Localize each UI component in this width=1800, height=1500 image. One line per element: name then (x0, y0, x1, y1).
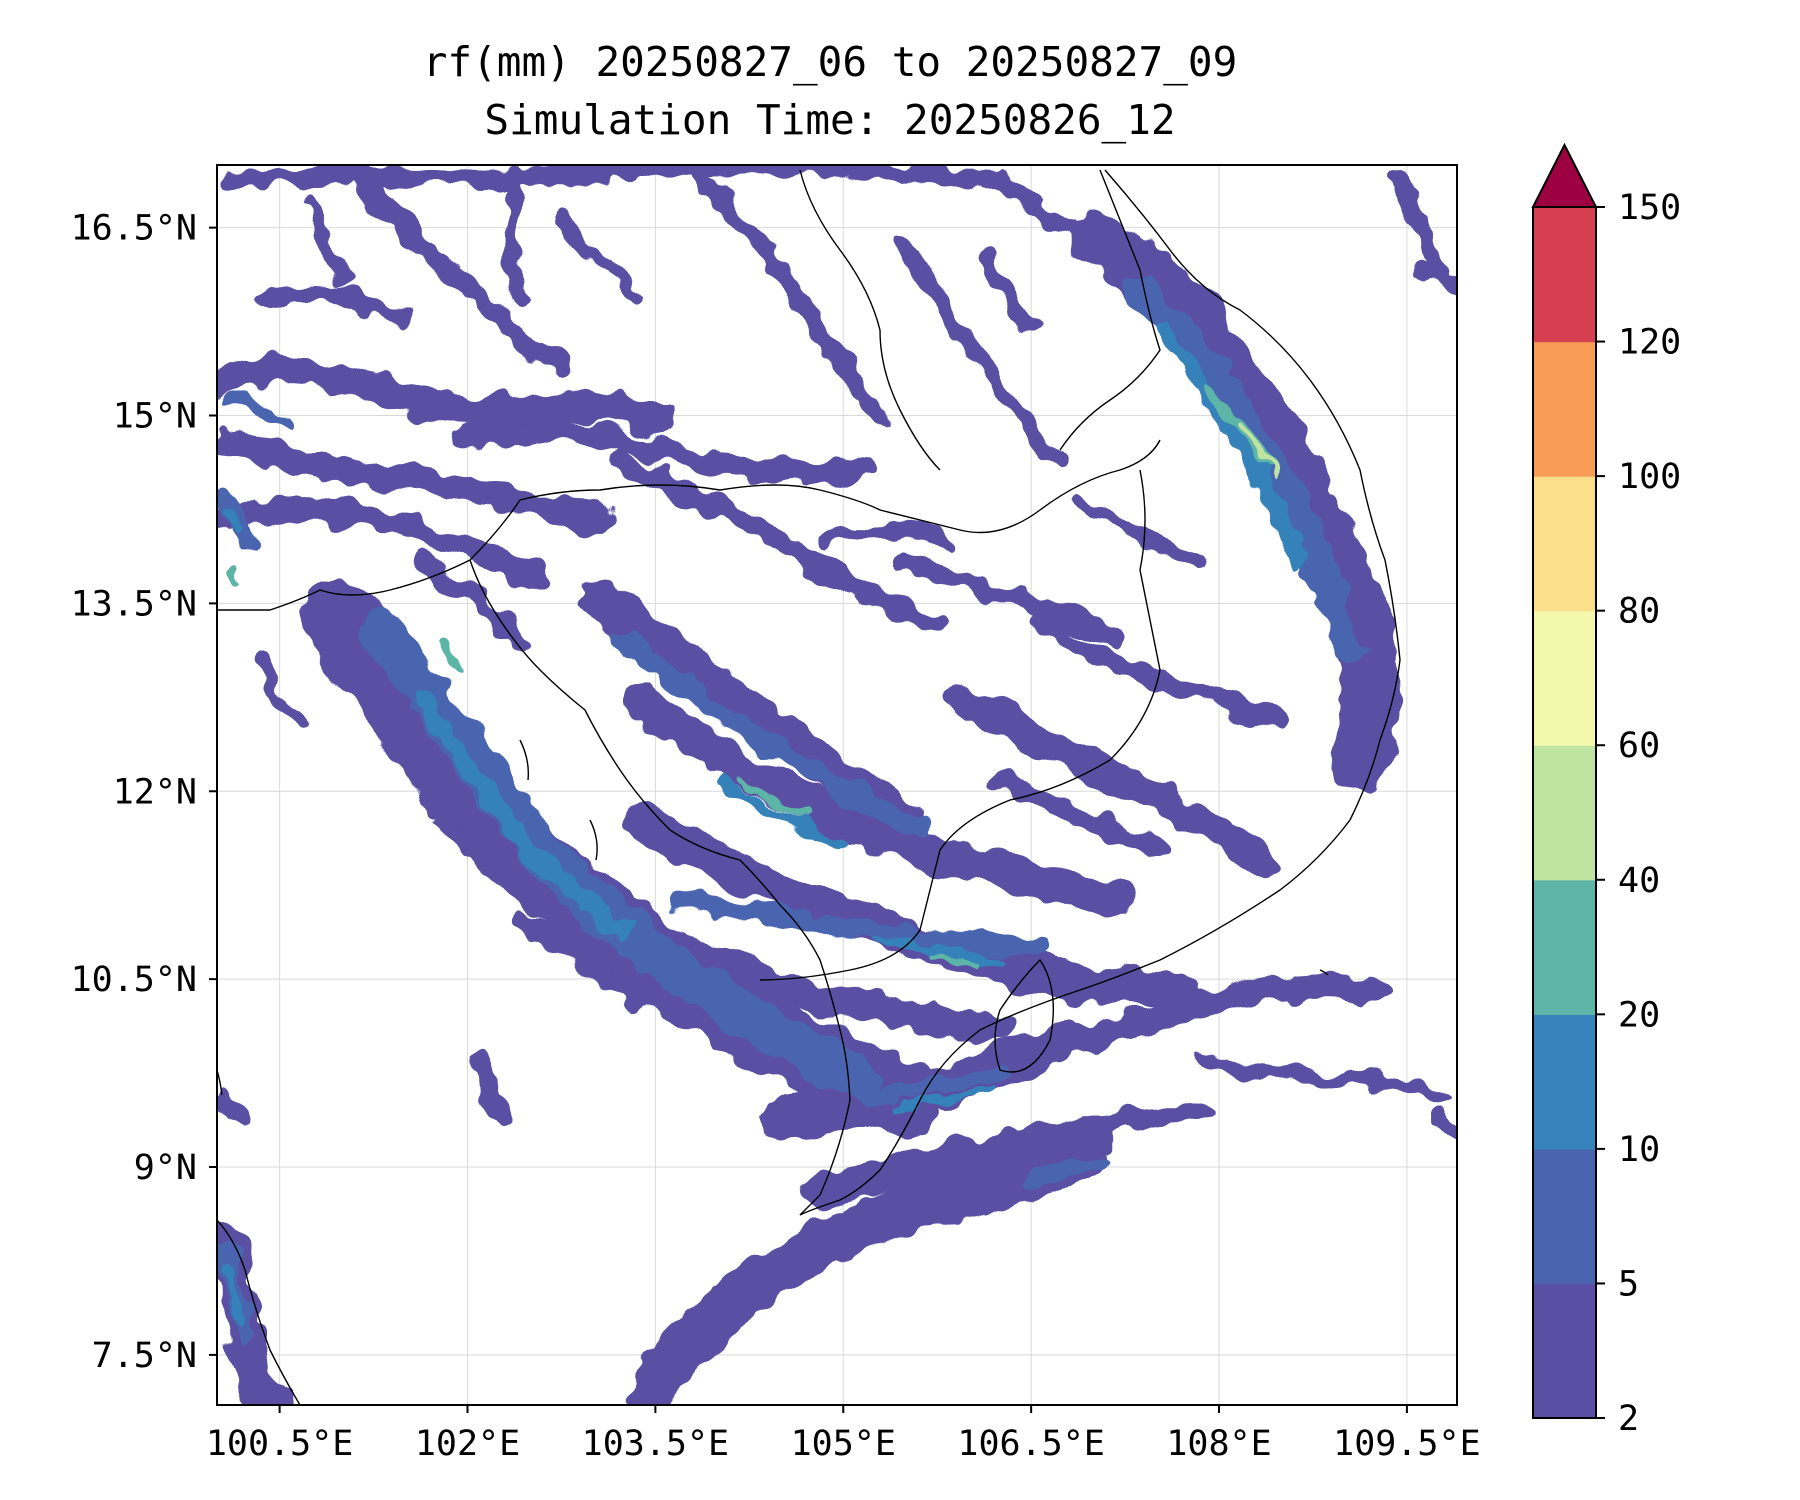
chart-title-line-1: rf(mm) 20250827_06 to 20250827_09 (422, 38, 1238, 86)
colorbar: 2 5 10 20 40 60 80 100 120 150 (1531, 142, 1681, 1439)
x-tick-label: 105°E (791, 1424, 896, 1464)
x-tick-label: 103.5°E (582, 1424, 730, 1464)
rainfall-10-20mm (223, 322, 1308, 1324)
colorbar-segment (1533, 1283, 1596, 1419)
y-tick-label: 15°N (113, 397, 197, 437)
colorbar-segment (1533, 745, 1596, 881)
x-tick-label: 106.5°E (957, 1424, 1105, 1464)
colorbar-segment (1533, 1014, 1596, 1150)
colorbar-tick-label: 5 (1618, 1264, 1639, 1304)
colorbar-segment (1533, 1148, 1596, 1285)
rainfall-40-60mm (1237, 427, 1283, 483)
y-tick-label: 13.5°N (71, 584, 197, 624)
colorbar-frame (1532, 206, 1597, 1419)
colorbar-tick-label: 120 (1618, 323, 1681, 363)
map-area (216, 164, 1458, 1406)
y-axis-ticks: 16.5°N 15°N 13.5°N 12°N 10.5°N 9°N 7.5°N (71, 209, 217, 1376)
y-tick-label: 10.5°N (71, 960, 197, 1000)
y-tick-label: 7.5°N (92, 1336, 197, 1376)
map-frame (216, 164, 1458, 1406)
colorbar-segment (1533, 879, 1596, 1015)
colorbar-segment (1533, 476, 1596, 612)
y-tick-label: 16.5°N (71, 209, 197, 249)
x-tick-label: 100.5°E (206, 1424, 354, 1464)
y-tick-label: 12°N (113, 772, 197, 812)
y-tick-label: 9°N (134, 1148, 197, 1188)
colorbar-tick-label: 80 (1618, 592, 1660, 632)
x-tick-label: 109.5°E (1333, 1424, 1481, 1464)
colorbar-tick-label: 150 (1618, 188, 1681, 228)
coastline-borders (217, 169, 1401, 1405)
colorbar-tick-label: 40 (1618, 861, 1660, 901)
x-axis-ticks: 100.5°E 102°E 103.5°E 105°E 106.5°E 108°E 109.… (206, 1405, 1481, 1464)
rainfall-field (217, 165, 1457, 1405)
colorbar-extend-arrow (1531, 142, 1598, 208)
colorbar-tick-label: 2 (1618, 1399, 1639, 1439)
colorbar-tick-label: 10 (1618, 1130, 1660, 1170)
colorbar-segment (1533, 341, 1596, 477)
colorbar-tick-label: 20 (1618, 995, 1660, 1035)
x-tick-label: 108°E (1166, 1424, 1271, 1464)
x-tick-label: 102°E (415, 1424, 520, 1464)
colorbar-segment (1533, 207, 1596, 343)
chart-title-line-2: Simulation Time: 20250826_12 (484, 96, 1176, 144)
colorbar-tick-label: 100 (1618, 457, 1681, 497)
colorbar-tick-label: 60 (1618, 726, 1660, 766)
colorbar-segment (1533, 610, 1596, 746)
